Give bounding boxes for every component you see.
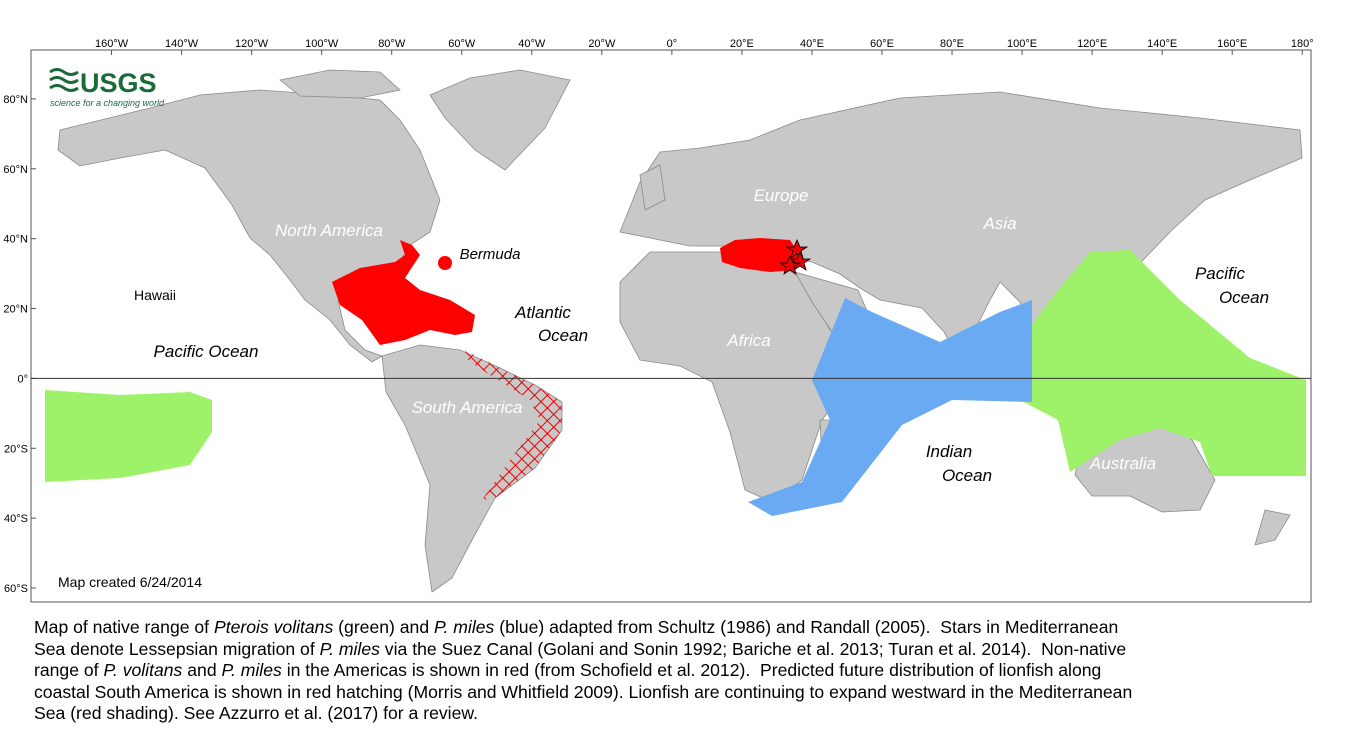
caption-text: (blue) adapted from Schultz (1986) and R… (494, 617, 1119, 637)
caption-text: range of (34, 660, 104, 681)
caption-line: Sea denote Lessepsian migration of P. mi… (34, 639, 1132, 661)
star (788, 250, 812, 271)
region-label: North America (275, 221, 383, 240)
ocean-label: Indian (926, 442, 972, 461)
ocean-label: Ocean (1219, 288, 1269, 307)
credit: Map created 6/24/2014 (58, 574, 202, 590)
x-tick-label: 100°W (305, 38, 339, 50)
region-label: South America (412, 398, 523, 417)
map: USGS science for a changing world Map cr… (3, 38, 1314, 603)
region-label: Europe (754, 186, 809, 205)
caption-text: Sea denote Lessepsian migration of (34, 638, 320, 659)
caption-line: coastal South America is shown in red ha… (34, 682, 1132, 704)
stars (778, 238, 812, 275)
y-tick-label: 20°S (4, 443, 28, 455)
ocean-label: Ocean (942, 466, 992, 485)
species-name: P. miles (319, 638, 380, 659)
ocean-label: Pacific (1195, 264, 1246, 283)
logo-name: USGS (80, 68, 157, 98)
x-tick-label: 60°E (870, 38, 894, 50)
x-tick-label: 80°E (940, 38, 964, 50)
bermuda-range (438, 256, 452, 270)
invasive-americas (332, 240, 475, 345)
ocean-label: Atlantic (514, 303, 571, 322)
region-label: Africa (726, 331, 770, 350)
x-tick-label: 140°E (1147, 38, 1177, 50)
caption-line: range of P. volitans and P. miles in the… (34, 660, 1132, 682)
x-tick-label: 120°E (1077, 38, 1107, 50)
y-tick-label: 60°N (3, 164, 28, 176)
x-tick-label: 160°W (95, 38, 129, 50)
species-name: P. miles (221, 660, 282, 681)
predicted-range (465, 350, 562, 500)
caption-text: Map of native range of (34, 617, 214, 637)
new-zealand (1254, 509, 1291, 546)
y-tick-label: 20°N (3, 304, 28, 316)
x-tick-label: 40°W (518, 38, 546, 50)
caption-text: (green) and (333, 617, 435, 637)
x-tick-label: 80°W (378, 38, 406, 50)
usgs-logo: USGS science for a changing world (49, 68, 165, 108)
ocean-label: Pacific Ocean (154, 342, 259, 361)
logo-waves (49, 68, 79, 92)
x-tick-label: 160°E (1217, 38, 1247, 50)
x-tick-label: 20°W (588, 38, 616, 50)
native-miles (748, 298, 1032, 516)
y-tick-label: 0° (17, 373, 28, 385)
star (778, 254, 802, 275)
caption-line: Map of native range of Pterois volitans … (34, 617, 1132, 639)
x-tick-label: 140°W (165, 38, 199, 50)
x-tick-label: 40°E (800, 38, 824, 50)
arctic-islands (279, 69, 401, 99)
logo-tagline: science for a changing world (50, 98, 165, 108)
place-label: Hawaii (134, 287, 176, 303)
britain (639, 164, 666, 211)
caption-text: coastal South America is shown in red ha… (34, 681, 1133, 702)
caption-text: and (182, 660, 222, 681)
ocean-label: Ocean (538, 326, 588, 345)
star (785, 238, 809, 259)
place-label: Bermuda (460, 246, 521, 263)
species-name: Pterois volitans (213, 617, 334, 637)
species-name: P. volitans (103, 660, 183, 681)
region-label: Asia (982, 214, 1016, 233)
y-tick-label: 60°S (4, 583, 28, 595)
caption-line: Sea (red shading). See Azzurro et al. (2… (34, 703, 1132, 725)
y-tick-label: 40°N (3, 234, 28, 246)
caption-text: Sea (red shading). See Azzurro et al. (2… (34, 703, 478, 724)
x-tick-label: 60°W (448, 38, 476, 50)
caption-text: via the Suez Canal (Golani and Sonin 199… (379, 638, 1127, 659)
greenland (429, 69, 571, 171)
invasive-range (332, 238, 800, 345)
x-tick-label: 0° (667, 38, 678, 50)
species-name: P. miles (434, 617, 495, 637)
x-tick-label: 20°E (730, 38, 754, 50)
region-label: Australia (1089, 454, 1156, 473)
native-volitans-east (45, 390, 212, 482)
native-volitans (1020, 250, 1306, 476)
y-tick-label: 80°N (3, 94, 28, 106)
caption: Map of native range of Pterois volitans … (34, 617, 1132, 725)
invasive-mediterranean (720, 238, 800, 272)
x-tick-label: 180° (1291, 38, 1314, 50)
caption-text: in the Americas is shown in red (from Sc… (281, 660, 1102, 681)
y-tick-label: 40°S (4, 513, 28, 525)
x-tick-label: 100°E (1007, 38, 1037, 50)
x-tick-label: 120°W (235, 38, 269, 50)
